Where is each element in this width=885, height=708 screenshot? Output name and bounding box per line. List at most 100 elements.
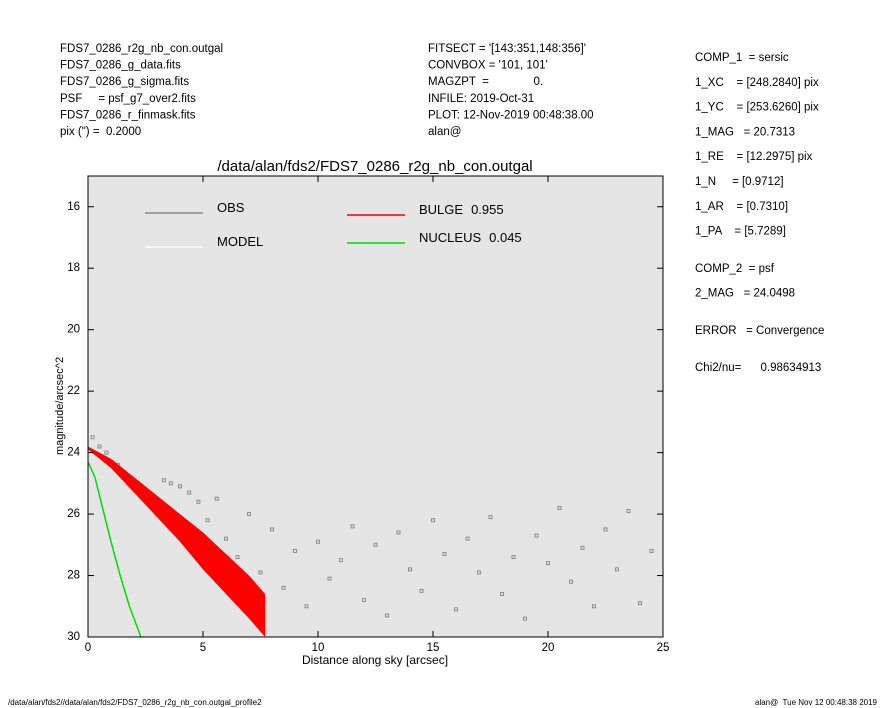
- obs-point: [104, 450, 109, 455]
- obs-point: [224, 536, 228, 541]
- obs-point: [500, 591, 504, 596]
- x-tick-label: 5: [200, 642, 206, 654]
- parameter-line: 1_MAG = 20.7313: [695, 126, 795, 138]
- obs-point: [534, 533, 539, 538]
- header-middle-line: INFILE: 2019-Oct-31: [428, 93, 534, 105]
- legend-label: NUCLEUS 0.045: [419, 230, 522, 245]
- plot-frame: [87, 175, 664, 638]
- obs-point: [385, 613, 389, 618]
- obs-point: [408, 567, 412, 572]
- header-left-line: pix (") = 0.2000: [60, 126, 141, 138]
- nucleus-line: [88, 461, 142, 637]
- obs-point: [270, 527, 274, 532]
- legend-fraction: 0.955: [471, 202, 504, 217]
- footer-left: /data/alan/fds2//data/alan/fds2/FDS7_028…: [8, 698, 262, 707]
- obs-point: [293, 548, 297, 553]
- y-tick-label: 30: [67, 631, 80, 643]
- y-axis-label: magnitude/arcsec^2: [54, 357, 66, 455]
- y-tick-label: 20: [67, 324, 80, 336]
- y-tick-label: 16: [67, 201, 80, 213]
- x-tick-label: 20: [542, 642, 555, 654]
- y-tick-label: 26: [67, 508, 80, 520]
- header-left-line: FDS7_0286_g_sigma.fits: [60, 76, 189, 88]
- header-middle-line: FITSECT = '[143:351,148:356]': [428, 43, 586, 55]
- obs-point: [396, 530, 401, 535]
- parameter-line: 1_AR = [0.7310]: [695, 201, 788, 213]
- plot-content: [88, 435, 654, 637]
- obs-point: [603, 527, 608, 532]
- legend-name: OBS: [217, 200, 245, 215]
- parameter-line: ERROR = Convergence: [695, 325, 824, 337]
- obs-point: [258, 570, 263, 575]
- legend-label: BULGE 0.955: [419, 202, 504, 217]
- header-left-line: FDS7_0286_r_finmask.fits: [60, 109, 196, 121]
- legend-label: OBS: [217, 200, 245, 215]
- obs-point: [557, 505, 562, 510]
- footer-right: alan@ Tue Nov 12 00:48:38 2019: [755, 698, 878, 707]
- obs-point: [626, 508, 631, 513]
- obs-point: [161, 478, 166, 483]
- parameter-line: 1_RE = [12.2975] pix: [695, 151, 813, 163]
- legend-name: MODEL: [217, 234, 263, 249]
- obs-point: [477, 570, 481, 575]
- y-tick-label: 28: [67, 570, 80, 582]
- parameter-line: 1_XC = [248.2840] pix: [695, 77, 819, 89]
- obs-point: [592, 604, 596, 609]
- obs-point: [465, 536, 470, 541]
- obs-point: [488, 515, 493, 520]
- obs-point: [615, 567, 619, 572]
- chart-title: /data/alan/fds2/FDS7_0286_r2g_nb_con.out…: [217, 158, 532, 175]
- x-tick-label: 25: [657, 642, 670, 654]
- obs-point: [638, 601, 642, 606]
- obs-point: [178, 484, 182, 489]
- x-axis-label: Distance along sky [arcsec]: [302, 653, 448, 667]
- obs-point: [362, 598, 366, 603]
- obs-point: [546, 561, 550, 566]
- header-middle-line: CONVBOX = '101, 101': [428, 60, 548, 72]
- x-tick-label: 10: [312, 642, 325, 654]
- header-middle-line: PLOT: 12-Nov-2019 00:48:38.00: [428, 109, 594, 121]
- header-left-line: FDS7_0286_g_data.fits: [60, 60, 181, 72]
- legend-name: BULGE: [419, 202, 463, 217]
- obs-point: [247, 512, 251, 517]
- obs-point: [90, 435, 95, 440]
- parameter-line: 2_MAG = 24.0498: [695, 288, 795, 300]
- obs-point: [281, 585, 286, 590]
- obs-point: [649, 548, 654, 553]
- y-tick-label: 18: [67, 262, 80, 274]
- header-left-line: PSF = psf_g7_over2.fits: [60, 93, 196, 105]
- obs-point: [187, 490, 192, 495]
- parameter-line: COMP_2 = psf: [695, 263, 775, 275]
- x-tick-label: 15: [427, 642, 440, 654]
- obs-point: [327, 576, 332, 581]
- header-middle-line: alan@: [428, 126, 461, 138]
- header-left-line: FDS7_0286_r2g_nb_con.outgal: [60, 43, 223, 55]
- obs-point: [235, 555, 240, 560]
- obs-point: [316, 539, 320, 544]
- x-tick-label: 0: [85, 642, 91, 654]
- obs-point: [569, 579, 573, 584]
- legend-name: NUCLEUS: [419, 230, 481, 245]
- obs-point: [454, 607, 458, 612]
- obs-point: [431, 518, 435, 523]
- legend-label: MODEL: [217, 234, 263, 249]
- obs-point: [580, 545, 585, 550]
- parameter-line: 1_YC = [253.6260] pix: [695, 102, 819, 114]
- obs-point: [205, 518, 210, 523]
- legend-fraction: 0.045: [489, 230, 522, 245]
- obs-point: [214, 496, 219, 501]
- parameter-line: COMP_1 = sersic: [695, 52, 789, 64]
- obs-point: [97, 444, 102, 449]
- obs-point: [168, 481, 173, 486]
- obs-point: [350, 524, 355, 529]
- y-tick-label: 24: [67, 447, 80, 459]
- parameter-line: 1_PA = [5.7289]: [695, 226, 786, 238]
- obs-point: [511, 555, 516, 560]
- obs-point: [304, 604, 309, 609]
- y-tick-label: 22: [67, 385, 80, 397]
- obs-point: [523, 616, 527, 621]
- plot-area: [88, 176, 663, 637]
- parameter-line: 1_N = [0.9712]: [695, 176, 784, 188]
- obs-point: [339, 558, 343, 563]
